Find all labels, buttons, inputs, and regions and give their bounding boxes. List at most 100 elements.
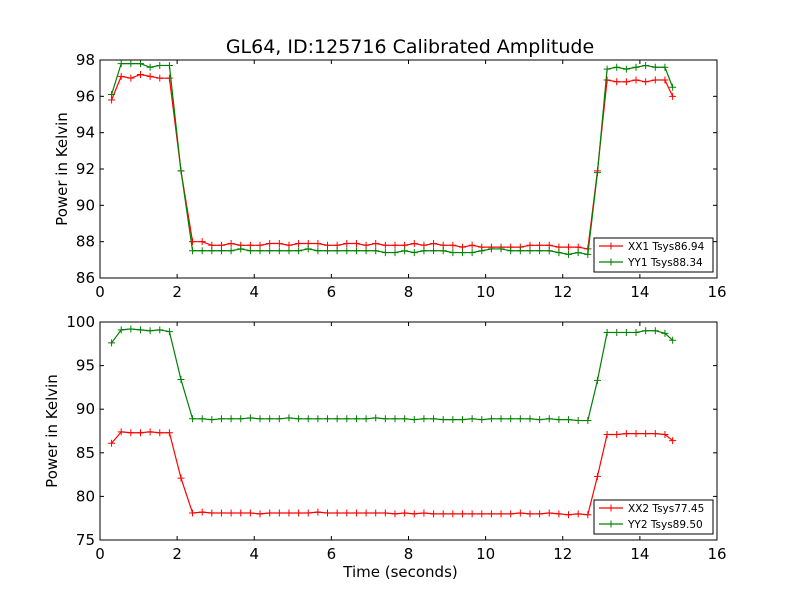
data-point: [565, 416, 573, 424]
data-point: [497, 415, 505, 423]
data-point: [651, 76, 659, 84]
data-point: [516, 415, 524, 423]
data-point: [136, 326, 144, 334]
data-point: [324, 247, 332, 255]
x-tick-label: 12: [553, 545, 572, 563]
data-point: [208, 416, 216, 424]
data-point: [381, 249, 389, 257]
data-point: [304, 245, 312, 253]
data-point: [468, 510, 476, 518]
y-tick-label: 96: [76, 87, 95, 105]
data-point: [574, 249, 582, 257]
data-point: [536, 416, 544, 424]
data-point: [555, 510, 563, 518]
data-point: [285, 509, 293, 517]
legend: XX1 Tsys86.94 YY1 Tsys88.34: [593, 237, 714, 273]
data-point: [295, 509, 303, 517]
x-tick-label: 4: [249, 283, 259, 301]
y-tick-label: 94: [76, 124, 95, 142]
data-point: [217, 415, 225, 423]
data-point: [410, 239, 418, 247]
data-point: [165, 61, 173, 69]
data-point: [622, 65, 630, 73]
y-tick-label: 88: [76, 233, 95, 251]
data-point: [208, 247, 216, 255]
data-point: [468, 249, 476, 257]
data-point: [362, 509, 370, 517]
data-point: [642, 327, 650, 335]
data-point: [362, 415, 370, 423]
data-point: [593, 472, 601, 480]
data-point: [507, 415, 515, 423]
data-point: [304, 509, 312, 517]
data-point: [669, 336, 677, 344]
data-point: [156, 326, 164, 334]
data-point: [603, 76, 611, 84]
data-point: [391, 510, 399, 518]
data-point: [314, 415, 322, 423]
data-point: [391, 415, 399, 423]
data-point: [565, 243, 573, 251]
data-point: [165, 328, 173, 336]
data-point: [198, 508, 206, 516]
data-point: [266, 415, 274, 423]
data-point: [333, 509, 341, 517]
y-axis-label: Power in Kelvin: [53, 112, 71, 226]
data-point: [381, 509, 389, 517]
data-point: [372, 414, 380, 422]
bottom-panel: 0 2 4 6 8 10 12 14 16 75 80 85 90 95 100 Power in Kelvi…: [43, 313, 727, 581]
data-point: [439, 416, 447, 424]
x-tick-label: 8: [404, 545, 414, 563]
data-point: [285, 414, 293, 422]
data-point: [497, 510, 505, 518]
data-point: [108, 439, 116, 447]
x-tick-label: 6: [327, 283, 337, 301]
series-markers-2: [108, 325, 677, 425]
data-point: [117, 326, 125, 334]
y-tick-label: 85: [76, 444, 95, 462]
data-point: [507, 510, 515, 518]
data-point: [669, 83, 677, 91]
data-point: [669, 92, 677, 100]
x-tick-label: 14: [630, 545, 649, 563]
data-point: [487, 245, 495, 253]
data-point: [314, 247, 322, 255]
data-point: [401, 509, 409, 517]
data-point: [117, 72, 125, 80]
data-point: [449, 249, 457, 257]
data-point: [362, 247, 370, 255]
data-point: [555, 249, 563, 257]
data-point: [526, 247, 534, 255]
data-point: [526, 415, 534, 423]
data-point: [593, 169, 601, 177]
data-point: [430, 415, 438, 423]
data-point: [391, 241, 399, 249]
data-point: [410, 249, 418, 257]
data-point: [189, 509, 197, 517]
x-axis-label: Time (seconds): [342, 563, 458, 581]
x-tick-label: 14: [630, 283, 649, 301]
data-point: [661, 63, 669, 71]
data-point: [295, 247, 303, 255]
data-point: [430, 239, 438, 247]
figure-title: GL64, ID:125716 Calibrated Amplitude: [226, 36, 594, 58]
data-point: [603, 430, 611, 438]
data-point: [177, 474, 185, 482]
data-point: [177, 376, 185, 384]
data-point: [127, 74, 135, 82]
data-point: [117, 60, 125, 68]
data-point: [189, 415, 197, 423]
x-tick-label: 16: [707, 545, 726, 563]
legend-label: YY1 Tsys88.34: [627, 257, 703, 269]
data-point: [536, 247, 544, 255]
y-axis-label: Power in Kelvin: [43, 374, 61, 488]
data-point: [381, 415, 389, 423]
data-point: [545, 247, 553, 255]
legend-label: XX1 Tsys86.94: [628, 241, 705, 253]
data-point: [146, 327, 154, 335]
data-point: [651, 63, 659, 71]
data-point: [304, 415, 312, 423]
legend-box: [593, 499, 714, 535]
data-point: [545, 415, 553, 423]
